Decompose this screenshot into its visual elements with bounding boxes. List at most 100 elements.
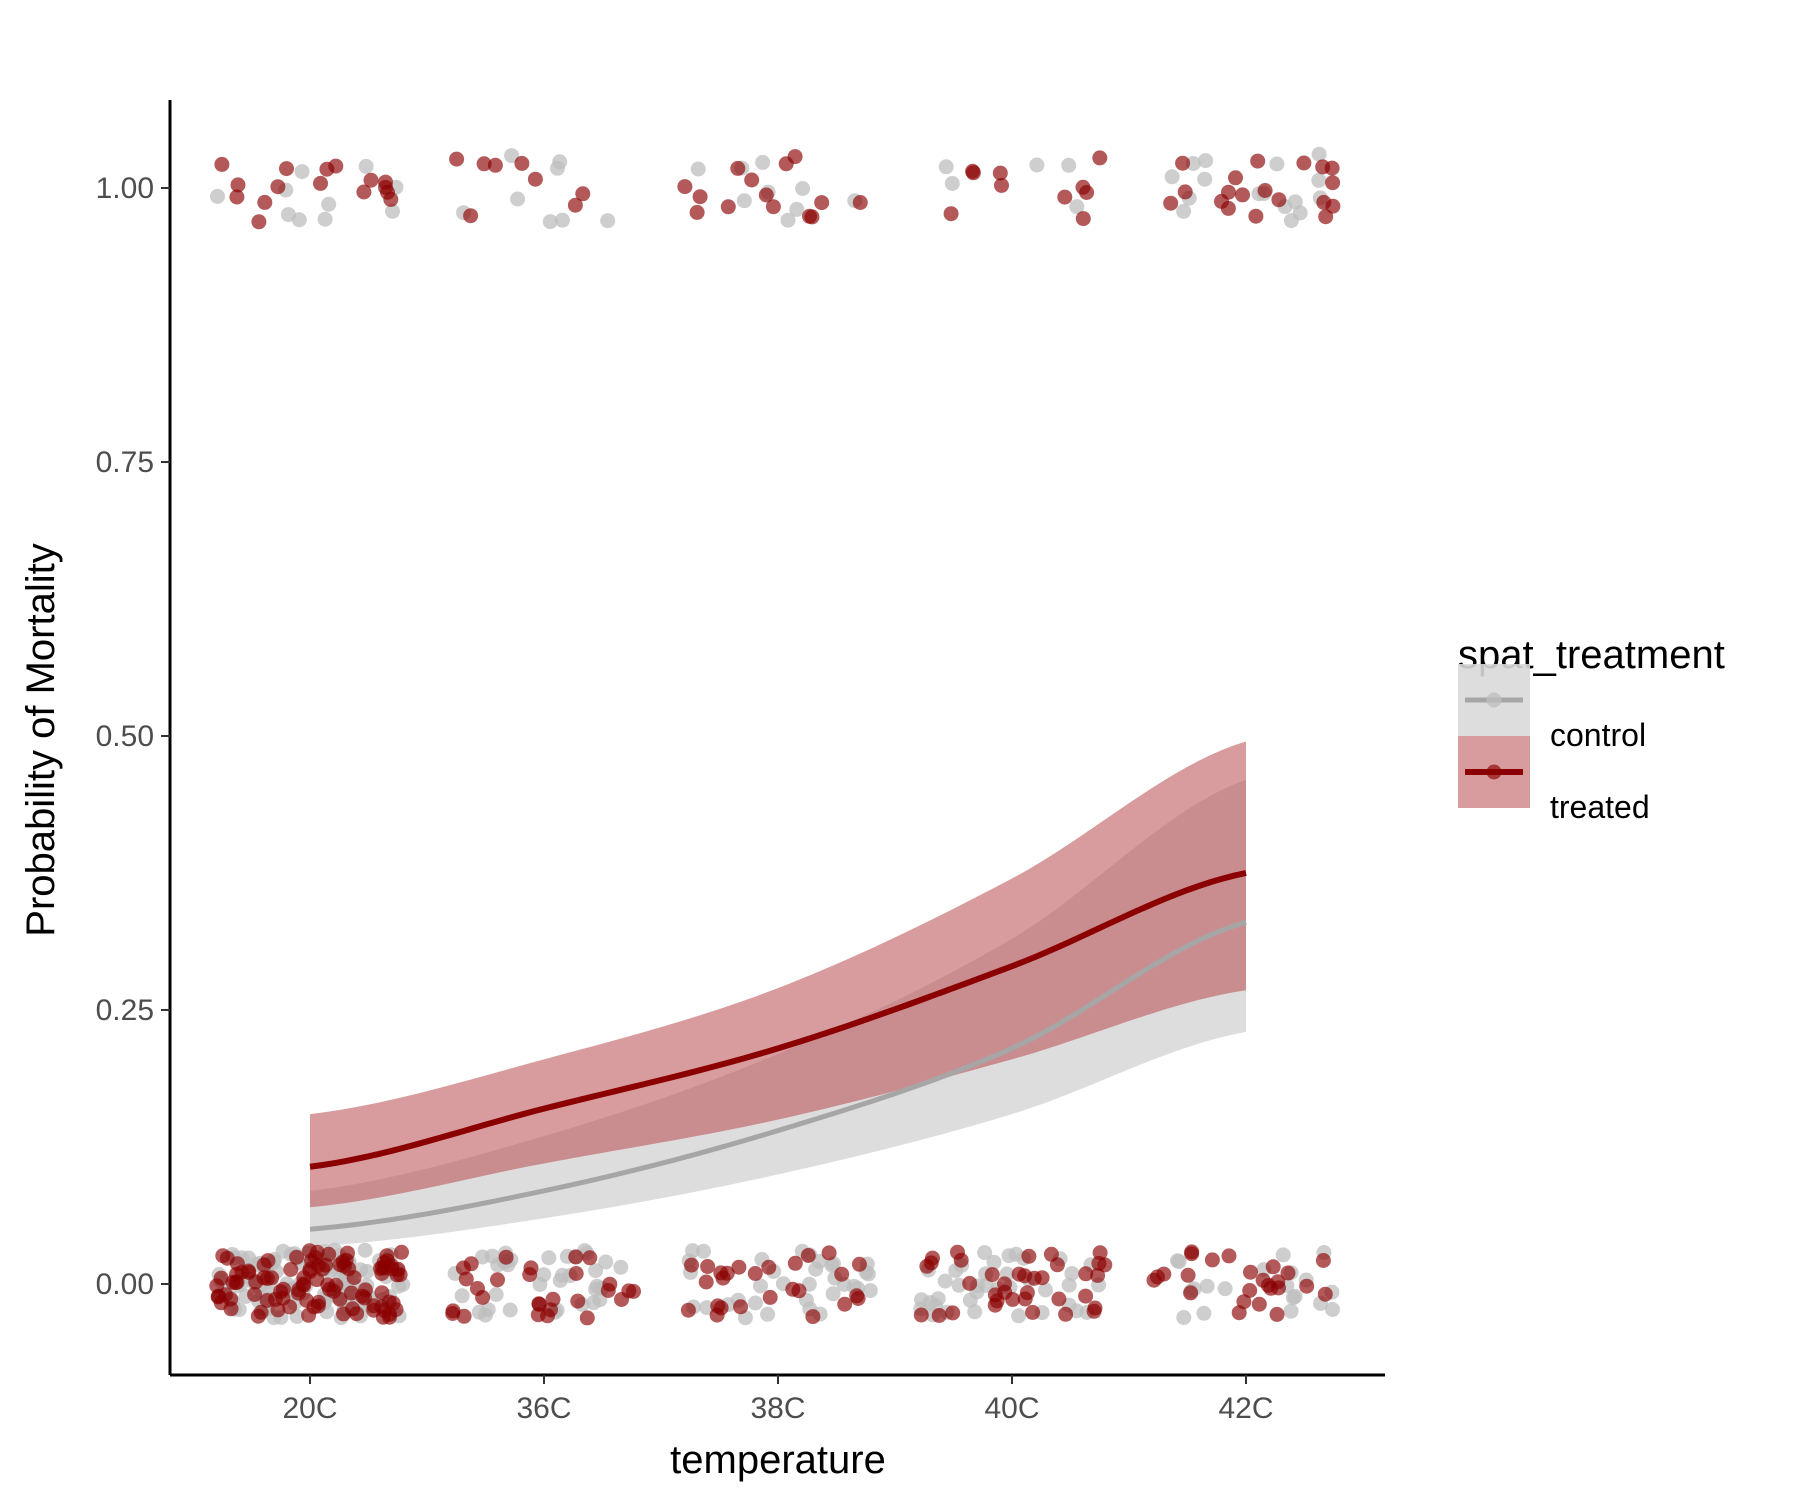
data-point-treated bbox=[363, 172, 379, 188]
data-point-treated bbox=[1057, 189, 1073, 205]
data-point-treated bbox=[1250, 153, 1266, 169]
data-point-treated bbox=[1257, 183, 1273, 198]
data-point-treated bbox=[567, 197, 583, 213]
data-point-treated bbox=[997, 1276, 1012, 1292]
data-point-control bbox=[824, 1257, 840, 1273]
data-point-treated bbox=[837, 1296, 853, 1312]
data-point-treated bbox=[282, 1299, 298, 1315]
data-point-control bbox=[938, 159, 954, 175]
data-point-control bbox=[1171, 1254, 1187, 1270]
data-point-control bbox=[510, 191, 526, 207]
data-point-treated bbox=[490, 1272, 505, 1288]
data-point-control bbox=[598, 1254, 614, 1270]
data-point-control bbox=[862, 1283, 878, 1299]
data-point-treated bbox=[1325, 198, 1341, 214]
data-point-control bbox=[552, 1272, 568, 1288]
data-point-control bbox=[1164, 169, 1180, 185]
data-point-control bbox=[1197, 171, 1213, 187]
data-point-treated bbox=[1242, 1283, 1258, 1298]
data-point-treated bbox=[698, 1274, 714, 1290]
data-point-treated bbox=[692, 189, 708, 205]
y-tick-label: 0.75 bbox=[96, 446, 154, 479]
data-point-treated bbox=[1315, 159, 1331, 175]
data-point-treated bbox=[1271, 192, 1287, 208]
data-point-control bbox=[690, 161, 706, 177]
data-point-treated bbox=[230, 177, 246, 193]
data-point-control bbox=[586, 1295, 602, 1311]
data-point-treated bbox=[445, 1306, 461, 1321]
data-point-control bbox=[753, 1278, 768, 1294]
data-point-treated bbox=[345, 1301, 361, 1317]
data-point-treated bbox=[522, 1267, 538, 1283]
data-point-treated bbox=[343, 1285, 359, 1301]
data-point-control bbox=[1029, 157, 1045, 173]
data-point-treated bbox=[283, 1262, 299, 1277]
data-point-control bbox=[1069, 199, 1085, 215]
fit-line-control bbox=[309, 919, 1247, 1232]
data-point-treated bbox=[943, 206, 959, 222]
data-point-control bbox=[317, 211, 333, 227]
data-point-treated bbox=[1231, 1305, 1247, 1321]
data-point-treated bbox=[279, 161, 294, 177]
data-point-treated bbox=[744, 172, 760, 188]
data-point-treated bbox=[984, 1267, 1000, 1283]
fit-lines bbox=[309, 870, 1247, 1232]
data-point-treated bbox=[470, 1281, 485, 1296]
data-point-treated bbox=[762, 1289, 778, 1305]
data-point-treated bbox=[357, 1282, 373, 1298]
data-point-treated bbox=[301, 1307, 317, 1323]
data-point-control bbox=[504, 148, 520, 164]
data-point-treated bbox=[530, 1307, 546, 1323]
data-point-control bbox=[541, 1250, 557, 1266]
data-point-treated bbox=[228, 1275, 244, 1291]
data-point-treated bbox=[1221, 1248, 1237, 1264]
data-point-control bbox=[748, 1295, 763, 1311]
data-point-treated bbox=[394, 1244, 409, 1260]
data-point-treated bbox=[568, 1266, 584, 1281]
data-point-control bbox=[1283, 1303, 1299, 1319]
data-point-treated bbox=[257, 194, 273, 210]
data-point-treated bbox=[1235, 187, 1250, 203]
data-point-treated bbox=[463, 1256, 479, 1272]
y-tick-label: 0.00 bbox=[96, 1268, 154, 1301]
data-point-treated bbox=[962, 1275, 978, 1291]
data-point-treated bbox=[994, 177, 1009, 193]
data-point-treated bbox=[582, 1250, 598, 1266]
data-point-treated bbox=[264, 1270, 280, 1286]
data-point-treated bbox=[1228, 170, 1243, 186]
data-point-treated bbox=[1090, 1267, 1106, 1283]
data-point-control bbox=[795, 181, 811, 196]
data-point-treated bbox=[1019, 1285, 1035, 1301]
data-point-treated bbox=[850, 1291, 866, 1306]
data-point-treated bbox=[1011, 1266, 1027, 1282]
data-point-treated bbox=[992, 165, 1008, 181]
data-point-treated bbox=[1204, 1252, 1220, 1268]
data-point-treated bbox=[336, 1258, 352, 1274]
data-point-control bbox=[502, 1302, 518, 1318]
data-point-control bbox=[294, 164, 310, 180]
data-point-treated bbox=[247, 1287, 263, 1302]
data-point-treated bbox=[684, 1257, 699, 1273]
data-point-control bbox=[554, 212, 570, 228]
data-point-control bbox=[922, 1295, 938, 1311]
data-point-treated bbox=[378, 174, 393, 190]
data-point-control bbox=[321, 196, 337, 212]
data-point-treated bbox=[1021, 1248, 1037, 1264]
data-point-control bbox=[860, 1266, 876, 1282]
data-point-control bbox=[613, 1259, 629, 1275]
data-point-control bbox=[588, 1263, 604, 1279]
data-point-treated bbox=[1318, 209, 1334, 225]
data-point-treated bbox=[487, 157, 503, 173]
data-point-treated bbox=[758, 187, 774, 203]
legend-label-control: control bbox=[1550, 717, 1646, 753]
data-point-treated bbox=[214, 156, 230, 172]
data-point-treated bbox=[945, 1305, 961, 1321]
data-point-treated bbox=[791, 1283, 807, 1299]
data-point-treated bbox=[1255, 1272, 1271, 1288]
data-point-control bbox=[811, 1253, 827, 1269]
x-tick-label: 20C bbox=[282, 1392, 337, 1425]
data-point-treated bbox=[251, 214, 267, 230]
data-point-control bbox=[789, 201, 805, 217]
data-point-treated bbox=[456, 1308, 472, 1324]
data-point-control bbox=[977, 1245, 993, 1261]
